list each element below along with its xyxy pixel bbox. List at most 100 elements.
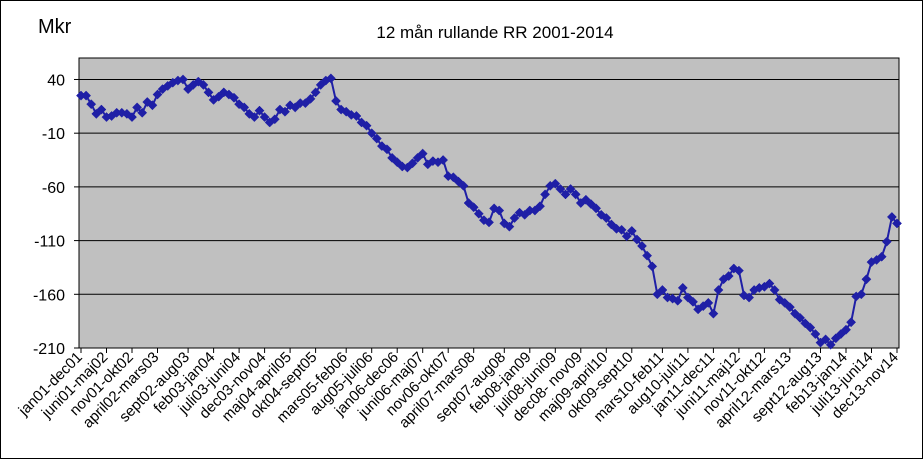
data-point: [351, 111, 362, 121]
data-point: [504, 221, 515, 232]
data-point: [448, 172, 459, 183]
data-point: [285, 100, 296, 111]
data-point: [708, 308, 719, 319]
data-point: [198, 79, 209, 90]
data-point: [713, 285, 724, 295]
data-point: [892, 218, 902, 229]
data-point: [637, 241, 647, 251]
data-point: [535, 201, 545, 212]
data-point: [280, 106, 290, 117]
data-point: [325, 73, 336, 84]
data-point: [795, 312, 806, 323]
data-point: [800, 318, 811, 329]
data-point: [876, 251, 887, 262]
data-point: [371, 133, 382, 144]
data-point: [560, 189, 571, 200]
data-point: [631, 234, 642, 245]
data-point: [366, 128, 377, 139]
data-point: [152, 89, 163, 100]
data-point: [239, 102, 250, 113]
data-point: [249, 112, 260, 123]
y-axis-ticks: 40 -10 -60 -110 -160 -210: [33, 72, 79, 358]
data-point: [259, 112, 270, 123]
data-point: [463, 198, 474, 208]
data-point: [820, 334, 831, 345]
data-point: [591, 203, 602, 214]
data-point: [331, 96, 341, 106]
data-point: [203, 87, 214, 98]
y-tick-label: -210: [33, 341, 65, 358]
data-point: [387, 152, 398, 163]
data-point: [509, 213, 520, 223]
data-point: [626, 225, 637, 236]
chart-title: 12 mån rullande RR 2001-2014: [376, 23, 613, 42]
data-point: [601, 213, 612, 223]
data-point: [229, 92, 239, 103]
data-point: [254, 105, 265, 116]
data-point: [86, 99, 97, 110]
y-tick-label: -60: [42, 180, 65, 197]
data-point: [846, 317, 857, 328]
y-tick-label: 40: [47, 72, 65, 89]
data-point: [341, 106, 352, 117]
data-point: [494, 205, 505, 216]
data-point: [728, 263, 739, 274]
data-point: [784, 302, 795, 313]
data-point: [764, 278, 775, 289]
data-point: [336, 104, 347, 115]
data-point: [499, 218, 510, 229]
data-point: [382, 144, 392, 155]
data-point: [274, 104, 285, 115]
gridlines: [79, 78, 899, 295]
data-point: [677, 282, 688, 293]
data-point: [672, 295, 683, 306]
data-point: [81, 90, 92, 101]
data-point: [621, 231, 632, 242]
data-point: [642, 250, 653, 261]
data-point: [774, 294, 785, 305]
data-point: [825, 339, 836, 350]
data-point: [856, 289, 867, 300]
data-point: [484, 217, 494, 228]
data-point: [550, 178, 561, 189]
data-point: [733, 265, 744, 276]
y-tick-label: -110: [34, 234, 65, 251]
x-axis-ticks: jan01-dec01juni01-maj02nov01-okt02april0…: [15, 348, 902, 432]
data-point: [657, 285, 668, 295]
data-point: [305, 93, 316, 104]
plot-area: [78, 57, 900, 349]
data-point: [310, 87, 321, 98]
data-point: [458, 180, 469, 191]
data-point: [473, 208, 484, 219]
data-point: [127, 112, 137, 123]
data-point: [438, 155, 449, 165]
data-point: [96, 104, 107, 115]
data-point: [769, 285, 780, 295]
data-point: [468, 202, 479, 213]
data-point: [886, 212, 897, 222]
data-point: [453, 176, 464, 187]
data-point: [744, 292, 755, 303]
data-point: [881, 236, 892, 247]
y-tick-label: -10: [42, 126, 65, 143]
data-point: [810, 329, 821, 339]
data-point: [376, 141, 387, 152]
data-point: [841, 324, 851, 335]
data-point: [565, 184, 576, 194]
data-point: [616, 224, 627, 235]
data-point: [805, 322, 816, 333]
data-point: [723, 271, 734, 281]
data-point: [688, 296, 698, 307]
data-point: [667, 293, 678, 304]
data-point: [540, 189, 551, 200]
data-point: [407, 158, 418, 169]
data-point: [361, 120, 372, 131]
y-axis-unit: Mkr: [38, 16, 72, 38]
data-point: [555, 184, 566, 194]
data-point: [178, 74, 188, 85]
data-point: [514, 207, 525, 218]
data-point: [132, 102, 143, 113]
data-point: [647, 261, 658, 272]
